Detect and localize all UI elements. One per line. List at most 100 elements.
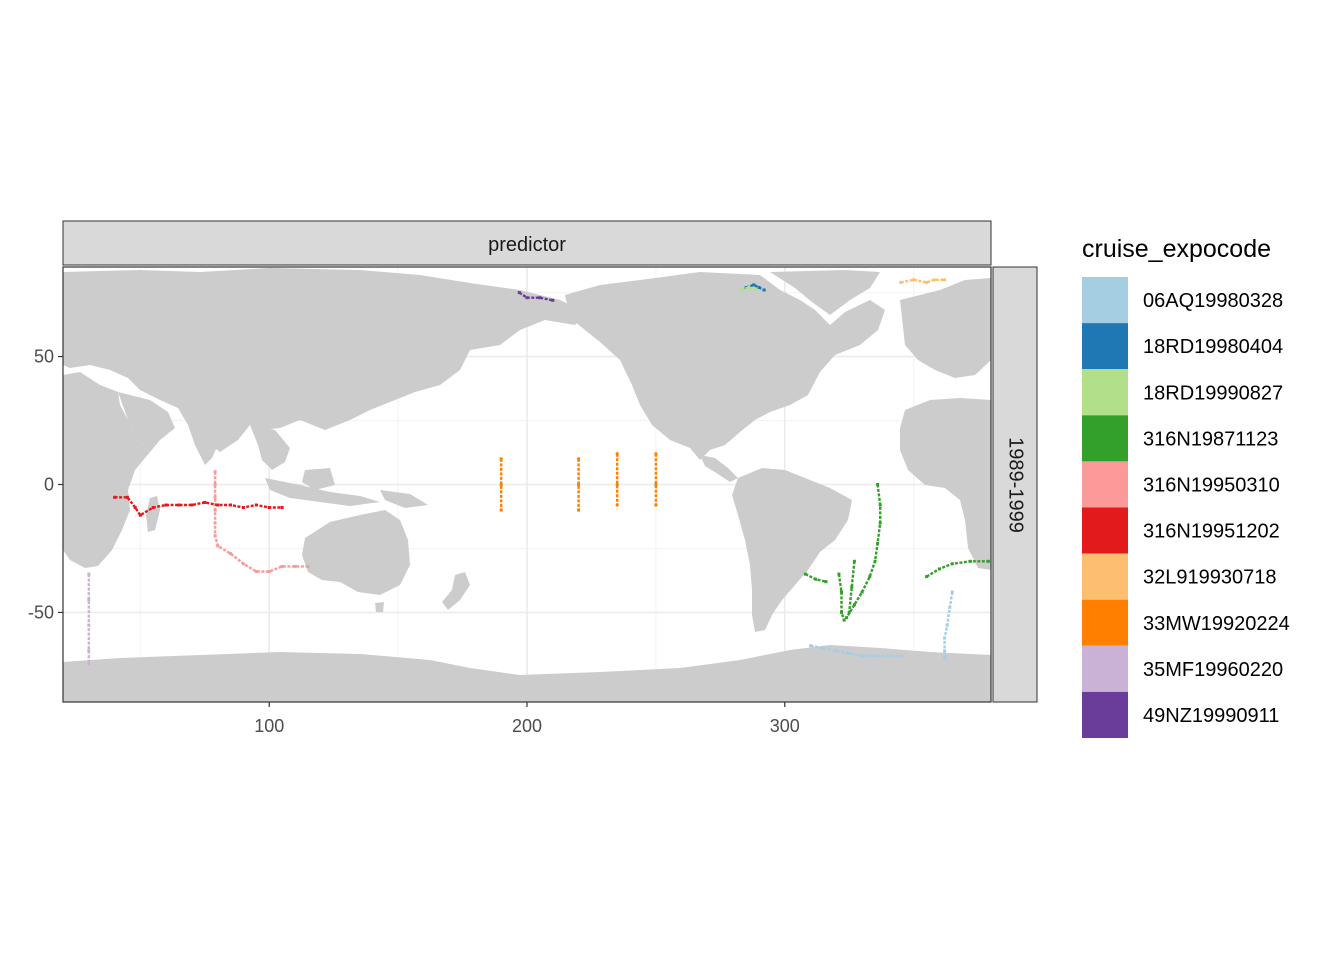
track-point <box>125 495 129 499</box>
track-point <box>932 278 936 282</box>
track-point <box>747 286 751 289</box>
track-point <box>937 567 941 571</box>
legend-key-35MF19960220 <box>1082 645 1128 692</box>
track-point <box>203 500 207 504</box>
y-tick-label: 50 <box>34 347 54 367</box>
cruise-track-32L919930718 <box>900 278 945 284</box>
land-tasmania <box>375 602 384 612</box>
track-point <box>842 618 846 622</box>
legend-label-06AQ19980328: 06AQ19980328 <box>1143 290 1283 312</box>
track-point <box>551 298 555 302</box>
track-point <box>87 649 91 653</box>
cruise-tracks <box>87 278 990 666</box>
track-point <box>814 577 818 581</box>
legend: cruise_expocode 06AQ19980328 18RD19980404… <box>1082 235 1290 738</box>
track-point <box>899 280 903 284</box>
track-point <box>615 483 619 486</box>
track-point <box>950 562 954 566</box>
x-tick-label: 300 <box>770 716 800 736</box>
track-point <box>229 503 233 507</box>
land-new-zealand <box>442 572 470 610</box>
track-point <box>267 570 271 573</box>
legend-label-18RD19990827: 18RD19990827 <box>1143 382 1283 404</box>
legend-key-316N19871123 <box>1082 415 1128 462</box>
legend-label-316N19871123: 316N19871123 <box>1143 428 1278 450</box>
cruise-track-18RD19980404 <box>745 283 765 292</box>
track-point <box>517 291 521 295</box>
cruise-track-316N19871123 <box>848 561 856 613</box>
track-point <box>499 508 503 512</box>
legend-label-33MW19920224: 33MW19920224 <box>1143 613 1290 635</box>
track-point <box>499 457 503 461</box>
track-point <box>834 649 838 653</box>
track-point <box>525 296 529 300</box>
track-point <box>943 649 947 653</box>
track-point <box>968 559 972 563</box>
track-point <box>860 590 864 594</box>
land-africa <box>63 372 150 568</box>
land-central-america <box>700 455 738 482</box>
track-point <box>280 506 284 509</box>
track-point <box>213 483 217 486</box>
track-point <box>803 572 807 576</box>
land-antarctica <box>63 645 991 702</box>
legend-key-18RD19980404 <box>1082 323 1128 370</box>
x-tick-label: 100 <box>254 716 284 736</box>
track-point <box>216 503 220 507</box>
track-point <box>762 288 766 292</box>
track-point <box>925 280 929 284</box>
track-point <box>133 506 137 509</box>
track-point <box>899 654 903 658</box>
land-greenland <box>770 270 880 315</box>
track-point <box>213 521 217 525</box>
track-point <box>138 513 142 517</box>
track-point <box>943 636 947 640</box>
track-point <box>577 483 581 486</box>
track-point <box>229 552 233 556</box>
track-point <box>254 503 258 507</box>
cruise-track-06AQ19980328 <box>810 644 901 658</box>
track-point <box>577 508 581 512</box>
track-point <box>878 521 882 525</box>
legend-key-32L919930718 <box>1082 553 1128 600</box>
land-arabia <box>118 392 175 452</box>
track-point <box>943 278 947 282</box>
track-point <box>847 651 851 655</box>
track-point <box>164 503 168 507</box>
legend-key-18RD19990827 <box>1082 369 1128 416</box>
y-tick-label: -50 <box>28 602 54 622</box>
legend-label-316N19951202: 316N19951202 <box>1143 521 1280 543</box>
track-point <box>840 610 843 614</box>
x-tick-label: 200 <box>512 716 542 736</box>
land-indonesia <box>265 478 380 506</box>
cruise-track-316N19871123 <box>837 573 846 621</box>
track-point <box>837 572 841 576</box>
track-point <box>852 559 856 563</box>
track-point <box>654 503 658 507</box>
track-point <box>886 654 890 658</box>
track-point <box>821 646 825 650</box>
track-point <box>113 495 117 499</box>
track-point <box>293 564 297 568</box>
track-point <box>213 508 217 512</box>
track-point <box>241 506 245 509</box>
track-point <box>852 603 856 607</box>
track-point <box>87 662 91 666</box>
track-point <box>254 570 258 573</box>
track-point <box>950 590 954 594</box>
legend-label-32L919930718: 32L919930718 <box>1143 567 1276 589</box>
land-japan <box>358 378 378 410</box>
strip-right <box>992 266 1038 703</box>
track-point <box>845 616 849 620</box>
land-south-america <box>732 468 852 632</box>
cruise-track-316N19951202 <box>114 496 283 517</box>
land-new-guinea <box>380 490 428 508</box>
land-north-america <box>565 272 885 460</box>
land-india <box>178 408 225 465</box>
track-point <box>213 495 217 499</box>
track-point <box>878 503 882 507</box>
y-tick-label: 0 <box>44 475 54 495</box>
track-point <box>945 623 949 627</box>
legend-items: 06AQ19980328 18RD19980404 18RD19990827 316N… <box>1082 277 1290 738</box>
